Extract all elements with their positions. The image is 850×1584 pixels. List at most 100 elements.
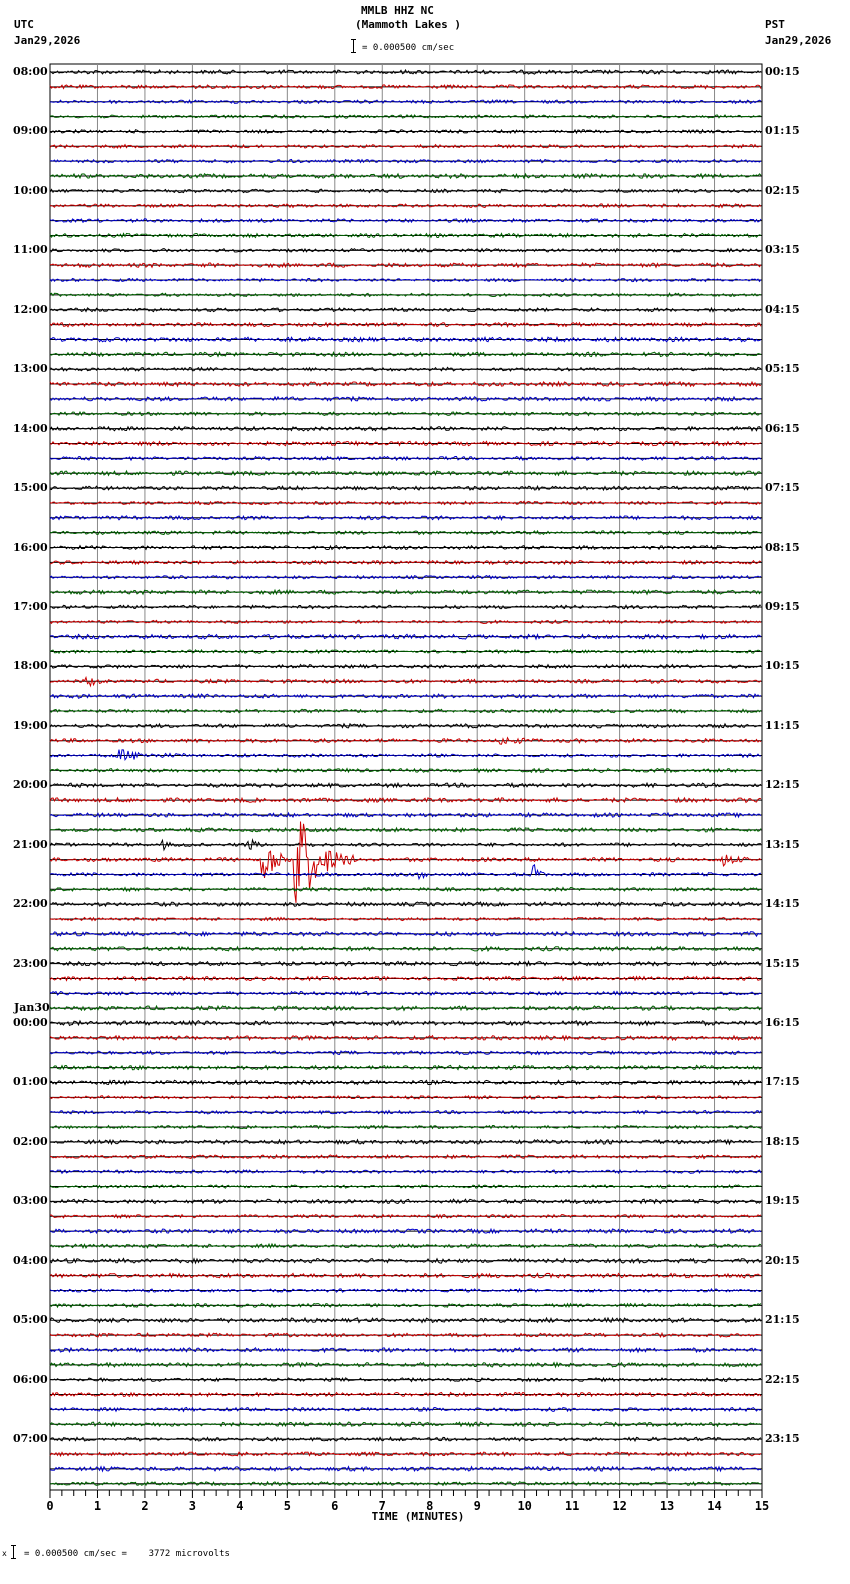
seismic-trace <box>49 1257 762 1265</box>
x-tick-label: 5 <box>284 1499 291 1513</box>
utc-hour-label: 05:00 <box>13 1313 48 1327</box>
seismic-trace <box>49 410 762 417</box>
pst-hour-label: 01:15 <box>765 124 800 138</box>
seismic-trace <box>49 350 762 358</box>
seismic-trace <box>49 68 762 76</box>
seismic-trace <box>49 811 762 819</box>
seismic-trace <box>49 574 762 580</box>
seismic-trace <box>49 1287 762 1294</box>
utc-hour-label: 09:00 <box>13 124 48 138</box>
seismic-trace <box>49 1451 762 1458</box>
seismic-trace <box>49 1346 762 1354</box>
seismic-trace <box>49 821 762 903</box>
pst-hour-label: 19:15 <box>765 1194 800 1208</box>
utc-hour-label: 17:00 <box>13 599 48 613</box>
seismic-trace <box>49 736 762 745</box>
utc-hour-label: 20:00 <box>13 778 48 792</box>
utc-hour-label: 13:00 <box>13 362 48 376</box>
utc-hour-label: 00:00 <box>13 1016 48 1030</box>
seismic-trace <box>49 1109 762 1115</box>
utc-hour-label: 06:00 <box>13 1372 48 1386</box>
seismic-trace <box>49 395 762 403</box>
utc-hour-label: 12:00 <box>13 302 48 316</box>
seismic-trace <box>49 232 762 239</box>
pst-hour-label: 08:15 <box>765 540 800 554</box>
seismic-trace <box>50 1138 762 1146</box>
seismic-trace <box>49 143 762 149</box>
utc-hour-label: 21:00 <box>13 837 48 851</box>
x-tick-label: 14 <box>707 1499 721 1513</box>
utc-hour-label: 22:00 <box>13 897 48 911</box>
utc-hour-label: 10:00 <box>13 183 48 197</box>
pst-hour-label: 02:15 <box>765 183 800 197</box>
seismic-trace <box>49 1302 762 1309</box>
seismic-trace <box>49 292 762 298</box>
pst-hour-label: 21:15 <box>765 1313 800 1327</box>
seismic-trace <box>49 708 762 714</box>
pst-hour-label: 03:15 <box>765 243 800 257</box>
seismic-trace <box>49 767 762 774</box>
utc-hour-label: 16:00 <box>13 540 48 554</box>
x-tick-label: 11 <box>565 1499 579 1513</box>
seismic-trace <box>49 158 762 164</box>
seismic-trace <box>49 1004 762 1012</box>
scale-bar-icon <box>351 39 359 53</box>
utc-hour-label: 18:00 <box>13 659 48 673</box>
seismic-trace <box>49 1331 762 1338</box>
pst-hour-label: 20:15 <box>765 1253 800 1267</box>
x-tick-label: 3 <box>189 1499 196 1513</box>
seismic-trace <box>49 1198 762 1205</box>
seismic-trace <box>49 1421 762 1428</box>
pst-hour-label: 10:15 <box>765 659 800 673</box>
seismic-trace <box>49 559 762 566</box>
x-tick-label: 12 <box>612 1499 626 1513</box>
utc-hour-label: 07:00 <box>13 1432 48 1446</box>
pst-hour-label: 16:15 <box>765 1016 800 1030</box>
station-location: (Mammoth Lakes ) <box>355 18 461 31</box>
utc-hour-label: 23:00 <box>13 956 48 970</box>
x-tick-label: 1 <box>94 1499 101 1513</box>
seismic-trace <box>49 84 762 90</box>
seismic-trace <box>49 722 762 729</box>
x-tick-label: 8 <box>426 1499 433 1513</box>
x-tick-label: 4 <box>236 1499 243 1513</box>
seismic-trace <box>49 203 762 209</box>
pst-hour-label: 05:15 <box>765 362 800 376</box>
seismic-trace <box>49 1094 762 1100</box>
utc-hour-label: 15:00 <box>13 481 48 495</box>
pst-hour-label: 12:15 <box>765 778 800 792</box>
seismic-trace <box>49 514 762 521</box>
seismic-trace <box>49 1376 762 1383</box>
seismic-trace <box>49 277 762 283</box>
station-title: MMLB HHZ NC <box>361 4 434 17</box>
x-tick-label: 6 <box>331 1499 338 1513</box>
seismic-trace <box>49 648 762 655</box>
pst-hour-label: 22:15 <box>765 1372 800 1386</box>
seismic-trace <box>50 1079 762 1086</box>
left-timezone: UTC <box>14 18 34 31</box>
utc-hour-label: 19:00 <box>13 718 48 732</box>
seismic-trace <box>49 633 762 641</box>
seismic-trace <box>49 500 762 506</box>
seismic-trace <box>49 588 762 596</box>
x-tick-label: 10 <box>517 1499 531 1513</box>
date-label: Jan30 <box>14 1001 50 1015</box>
seismic-trace <box>49 990 762 997</box>
x-tick-label: 7 <box>379 1499 386 1513</box>
seismic-trace <box>49 1049 762 1056</box>
seismic-trace <box>49 886 762 893</box>
seismic-trace <box>49 1316 762 1324</box>
pst-hour-label: 07:15 <box>765 481 800 495</box>
seismic-trace <box>49 1272 762 1279</box>
pst-hour-label: 18:15 <box>765 1134 800 1148</box>
seismic-trace <box>49 1465 762 1473</box>
seismic-trace <box>49 261 762 269</box>
seismic-trace <box>49 863 762 881</box>
seismic-trace <box>49 440 762 447</box>
seismic-trace <box>49 99 762 105</box>
seismic-trace <box>49 796 762 804</box>
seismic-trace <box>49 1183 762 1189</box>
seismic-trace <box>49 1034 762 1042</box>
utc-hour-label: 04:00 <box>13 1253 48 1267</box>
